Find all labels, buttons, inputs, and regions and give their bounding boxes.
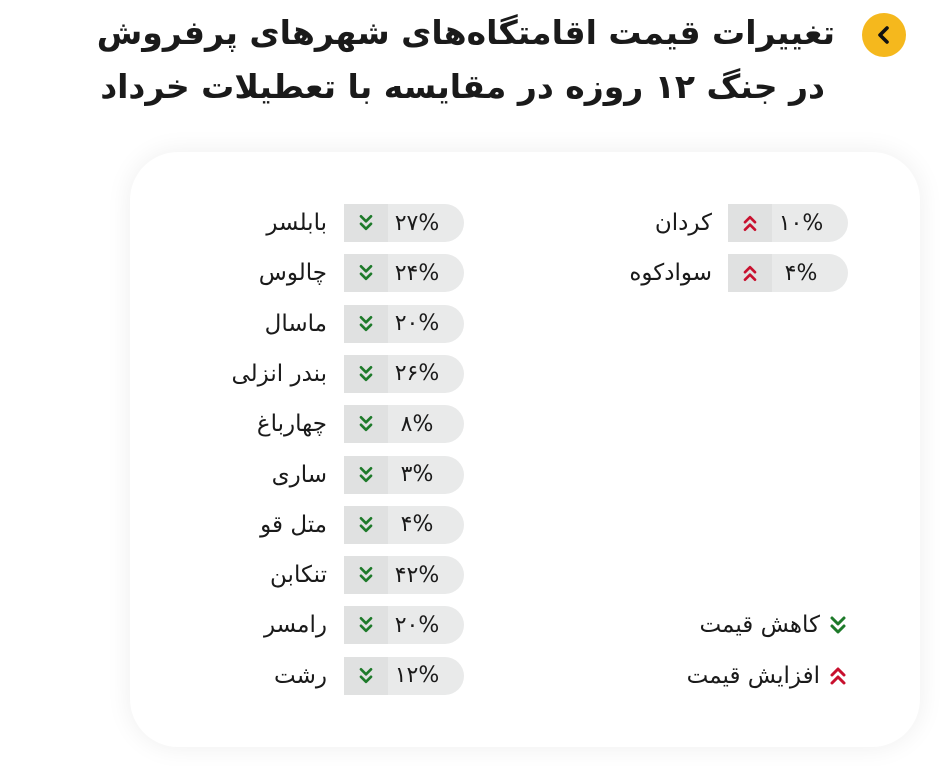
decrease-row: ۲۰% رامسر — [0, 606, 947, 645]
legend-decrease: کاهش قیمت — [600, 606, 850, 644]
city-name: بابلسر — [266, 210, 327, 236]
percent-badge: ۲۰% — [344, 304, 464, 343]
chevron-left-icon — [878, 26, 889, 44]
percent-value: ۴۲% — [394, 562, 440, 588]
city-name: رشت — [274, 662, 327, 689]
percent-badge: ۱۰% — [728, 204, 848, 242]
decrease-row: ۲۰% ماسال — [0, 304, 947, 343]
percent-value: ۲۷% — [394, 210, 440, 236]
increase-row: ۱۰% کردان — [0, 204, 947, 242]
percent-value: ۲۴% — [394, 260, 440, 286]
city-name: ساری — [271, 461, 327, 488]
double-chevron-down-icon — [359, 265, 373, 281]
decrease-row: ۲۷% بابلسر — [0, 204, 947, 242]
city-name: متل قو — [260, 511, 327, 538]
arrow-box — [344, 455, 388, 494]
percent-value: ۱۰% — [778, 210, 824, 236]
city-name: چالوس — [258, 260, 327, 287]
percent-badge: ۴۲% — [344, 556, 464, 595]
percent-badge: ۴% — [728, 254, 848, 293]
decrease-row: ۳% ساری — [0, 455, 947, 494]
legend-increase-label: افزایش قیمت — [686, 663, 820, 689]
decrease-row: ۱۲% رشت — [0, 656, 947, 695]
city-name: کردان — [654, 210, 712, 236]
arrow-box — [344, 505, 388, 544]
percent-badge: ۲۴% — [344, 254, 464, 293]
arrow-box — [344, 405, 388, 444]
double-chevron-down-icon — [359, 617, 373, 633]
double-chevron-down-icon — [359, 215, 373, 231]
percent-badge: ۲۶% — [344, 354, 464, 393]
percent-value: ۲۰% — [394, 612, 440, 638]
double-chevron-down-icon — [359, 667, 373, 683]
increase-row: ۴% سوادکوه — [0, 254, 947, 293]
percent-badge: ۳% — [344, 455, 464, 494]
title-line-2: در جنگ ۱۲ روزه در مقایسه با تعطیلات خردا… — [100, 67, 825, 106]
legend-increase: افزایش قیمت — [600, 657, 850, 695]
double-chevron-up-icon — [743, 266, 757, 282]
double-chevron-down-icon — [359, 365, 373, 382]
double-chevron-down-icon — [359, 516, 373, 532]
legend-decrease-label: کاهش قیمت — [699, 612, 820, 638]
percent-value: ۲۰% — [394, 311, 440, 337]
percent-value: ۴% — [784, 260, 818, 286]
double-chevron-down-icon — [359, 416, 373, 432]
percent-value: ۸% — [400, 411, 434, 437]
double-chevron-down-icon — [359, 315, 373, 331]
arrow-box — [344, 656, 388, 695]
title-line-1: تغییرات قیمت اقامتگاه‌های شهرهای پرفروش — [96, 13, 835, 52]
decrease-row: ۲۶% بندر انزلی — [0, 354, 947, 393]
header: تغییرات قیمت اقامتگاه‌های شهرهای پرفروش … — [0, 0, 947, 130]
percent-badge: ۲۰% — [344, 606, 464, 645]
arrow-box — [344, 204, 388, 242]
page-title: تغییرات قیمت اقامتگاه‌های شهرهای پرفروش … — [35, 6, 835, 114]
decrease-row: ۲۴% چالوس — [0, 254, 947, 293]
percent-badge: ۱۲% — [344, 656, 464, 695]
double-chevron-down-icon — [359, 567, 373, 583]
arrow-box — [344, 254, 388, 293]
double-chevron-up-icon — [743, 215, 757, 231]
double-chevron-down-icon — [830, 616, 846, 634]
percent-value: ۳% — [400, 462, 434, 487]
arrow-box — [344, 556, 388, 595]
arrow-box — [344, 606, 388, 645]
city-name: بندر انزلی — [231, 360, 328, 387]
city-name: چهارباغ — [256, 411, 327, 438]
decrease-row: ۸% چهارباغ — [0, 405, 947, 444]
percent-badge: ۴% — [344, 505, 464, 544]
city-name: ماسال — [264, 310, 327, 337]
city-name: رامسر — [263, 612, 327, 639]
percent-value: ۱۲% — [394, 663, 440, 689]
city-name: تنکابن — [270, 562, 327, 589]
arrow-box — [344, 354, 388, 393]
percent-value: ۴% — [400, 512, 434, 538]
decrease-row: ۴۲% تنکابن — [0, 556, 947, 595]
decrease-row: ۴% متل قو — [0, 505, 947, 544]
percent-badge: ۲۷% — [344, 204, 464, 242]
arrow-box — [728, 204, 772, 242]
double-chevron-down-icon — [359, 466, 373, 482]
double-chevron-up-icon — [830, 667, 846, 685]
arrow-box — [728, 254, 772, 293]
back-button[interactable] — [862, 13, 906, 57]
data-card — [130, 152, 920, 747]
arrow-box — [344, 304, 388, 343]
percent-badge: ۸% — [344, 405, 464, 444]
city-name: سوادکوه — [629, 260, 712, 287]
percent-value: ۲۶% — [394, 361, 440, 387]
